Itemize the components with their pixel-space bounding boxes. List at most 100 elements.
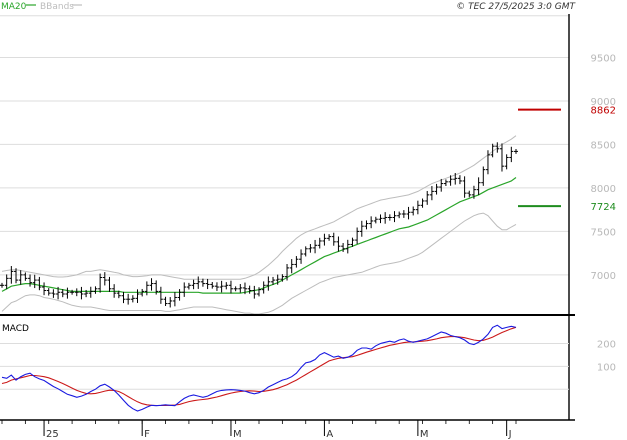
price-bar	[196, 276, 201, 289]
x-tick-label: A	[326, 429, 333, 440]
price-bar	[383, 212, 388, 224]
price-y-tick-label: 8500	[591, 140, 616, 151]
price-bar	[294, 256, 299, 268]
price-levels: 8862 7724	[518, 106, 616, 213]
price-y-tick-label: 7500	[591, 227, 616, 238]
legend: MA20 BBands	[1, 2, 82, 12]
price-bar	[4, 274, 9, 290]
x-tick-label: M	[233, 429, 242, 440]
price-bar	[411, 206, 416, 216]
macd-y-tick-label: 200	[597, 339, 616, 350]
price-bar	[453, 172, 458, 185]
price-bar	[285, 264, 290, 281]
price-bar	[280, 274, 285, 282]
price-y-tick-label: 9500	[591, 53, 616, 64]
price-bar	[341, 243, 346, 252]
price-bar	[476, 177, 481, 196]
price-bar	[163, 296, 168, 306]
price-bar	[481, 166, 486, 186]
price-bar	[107, 276, 112, 292]
price-bar	[355, 227, 360, 244]
price-bar	[406, 206, 411, 220]
price-bar	[275, 274, 280, 285]
price-bar	[65, 287, 70, 299]
price-gridlines	[0, 15, 569, 276]
price-bar	[214, 282, 219, 291]
price-bar	[102, 272, 107, 286]
price-bar	[158, 286, 163, 304]
price-bar	[56, 286, 61, 300]
copyright-text: © TEC 27/5/2025 3:0 GMT	[456, 2, 576, 12]
bb-upper-line	[1, 135, 517, 280]
price-bar	[84, 289, 89, 298]
price-bar	[429, 186, 434, 201]
price-bar	[509, 146, 514, 163]
price-bar	[46, 288, 51, 296]
price-bar	[261, 281, 266, 294]
price-bar	[331, 232, 336, 246]
price-y-tick-label: 8000	[591, 184, 616, 195]
price-bar	[79, 286, 84, 300]
price-bar	[70, 289, 75, 295]
price-bar	[149, 278, 154, 291]
price-bar	[252, 285, 257, 299]
price-bar	[238, 284, 243, 293]
legend-ma20-label: MA20	[1, 2, 27, 12]
price-bar	[28, 274, 33, 287]
price-bar	[490, 143, 495, 158]
price-bar	[219, 280, 224, 293]
price-bar	[499, 143, 504, 172]
price-bar	[37, 276, 42, 291]
price-bar	[448, 175, 453, 186]
price-bar	[373, 216, 378, 224]
price-bar	[415, 200, 420, 215]
price-bar	[88, 286, 93, 298]
price-bar	[514, 148, 518, 154]
macd-series	[1, 324, 517, 412]
price-bar	[322, 233, 327, 246]
price-bar	[350, 237, 355, 247]
ma20-line	[1, 177, 517, 294]
x-tick-label: M	[420, 429, 429, 440]
price-bar	[299, 249, 304, 264]
price-bar	[9, 266, 14, 284]
price-bar	[242, 282, 247, 295]
legend-bbands-label: BBands	[40, 2, 74, 12]
price-bar	[186, 282, 191, 290]
macd-y-tick-label: 100	[597, 362, 616, 373]
price-bar	[378, 214, 383, 224]
price-bar	[303, 246, 308, 257]
price-bar	[345, 239, 350, 254]
price-bar	[210, 282, 215, 289]
price-bar	[135, 289, 140, 303]
price-bar	[14, 268, 19, 284]
price-bar	[271, 276, 276, 285]
price-bar	[364, 220, 369, 230]
price-bar	[130, 295, 135, 303]
price-bar	[289, 259, 294, 274]
price-bar	[369, 216, 374, 229]
macd-panel-label: MACD	[2, 324, 29, 334]
price-bar	[392, 211, 397, 223]
price-bar	[462, 176, 467, 198]
price-bar	[317, 237, 322, 249]
x-tick-label: F	[144, 429, 150, 440]
x-axis: 25 F M A M J	[1, 420, 517, 440]
price-y-tick-label: 7000	[591, 271, 616, 282]
price-bar	[401, 210, 406, 218]
macd-y-axis: 200 100	[597, 339, 616, 373]
macd-gridlines	[0, 342, 569, 390]
price-bar	[434, 183, 439, 195]
price-bar	[112, 284, 117, 298]
ohlc-bars	[0, 142, 518, 308]
price-bar	[336, 236, 341, 252]
price-bar	[495, 142, 500, 153]
price-bar	[32, 274, 37, 289]
support-label: 7724	[591, 202, 616, 213]
price-bar	[439, 178, 444, 192]
price-bar	[425, 190, 430, 205]
price-bar	[42, 282, 47, 296]
price-bar	[327, 234, 332, 241]
price-bar	[144, 281, 149, 296]
